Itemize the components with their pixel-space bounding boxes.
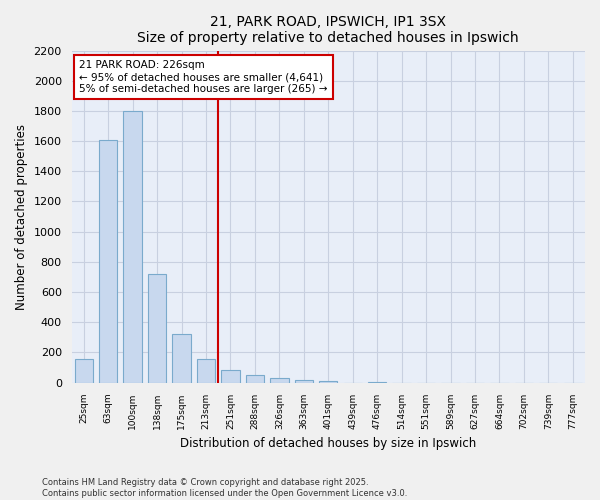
Bar <box>172 334 191 382</box>
Title: 21, PARK ROAD, IPSWICH, IP1 3SX
Size of property relative to detached houses in : 21, PARK ROAD, IPSWICH, IP1 3SX Size of … <box>137 15 519 45</box>
Bar <box>270 378 289 382</box>
Bar <box>197 359 215 382</box>
Bar <box>246 375 264 382</box>
Text: 21 PARK ROAD: 226sqm
← 95% of detached houses are smaller (4,641)
5% of semi-det: 21 PARK ROAD: 226sqm ← 95% of detached h… <box>79 60 328 94</box>
Bar <box>148 274 166 382</box>
Y-axis label: Number of detached properties: Number of detached properties <box>15 124 28 310</box>
Bar <box>221 370 239 382</box>
Bar <box>124 111 142 382</box>
X-axis label: Distribution of detached houses by size in Ipswich: Distribution of detached houses by size … <box>180 437 476 450</box>
Bar <box>295 380 313 382</box>
Text: Contains HM Land Registry data © Crown copyright and database right 2025.
Contai: Contains HM Land Registry data © Crown c… <box>42 478 407 498</box>
Bar <box>99 140 118 382</box>
Bar <box>319 381 337 382</box>
Bar <box>74 359 93 382</box>
